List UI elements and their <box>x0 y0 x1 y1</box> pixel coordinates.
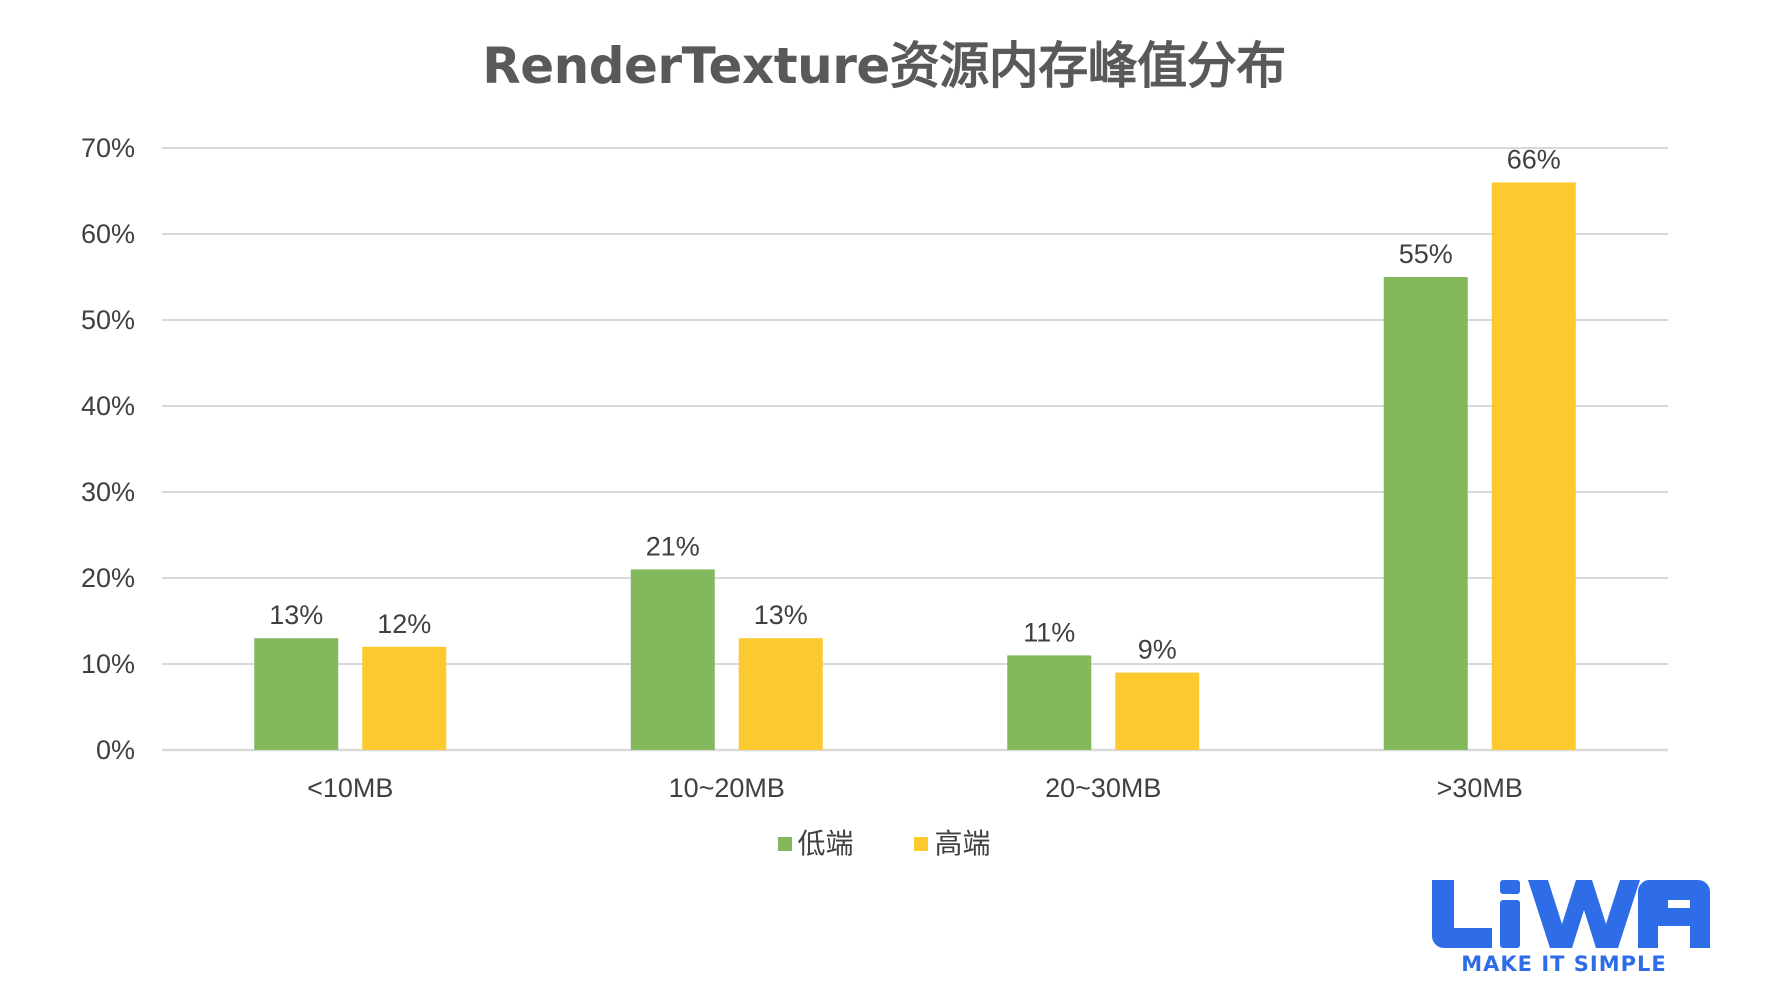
y-tick-label: 20% <box>81 563 135 593</box>
chart-title: RenderTexture资源内存峰值分布 <box>482 37 1286 95</box>
y-tick-label: 40% <box>81 391 135 421</box>
legend-label-low: 低端 <box>797 827 854 860</box>
bar-high <box>1491 182 1576 750</box>
x-tick-label: >30MB <box>1437 773 1523 803</box>
bar-low <box>1383 277 1468 750</box>
bar-high <box>362 646 447 750</box>
y-tick-label: 60% <box>81 219 135 249</box>
legend-item-low: 低端 <box>777 822 854 862</box>
data-label: 13% <box>269 600 323 630</box>
data-label: 11% <box>1023 617 1075 647</box>
y-tick-label: 0% <box>96 735 135 765</box>
data-label: 21% <box>646 531 700 561</box>
y-tick-label: 10% <box>81 649 135 679</box>
legend-item-high: 高端 <box>914 822 990 862</box>
legend-label-high: 高端 <box>934 827 991 860</box>
legend-swatch-high <box>914 837 929 851</box>
y-tick-label: 50% <box>81 305 135 335</box>
legend-swatch-low <box>777 837 792 851</box>
chart-legend: 低端 高端 <box>0 822 1768 862</box>
liwa-logo <box>1432 880 1710 948</box>
data-label: 66% <box>1507 144 1561 174</box>
x-tick-label: <10MB <box>307 773 393 803</box>
x-tick-label: 20~30MB <box>1045 773 1161 803</box>
bar-low <box>630 569 715 750</box>
data-label: 9% <box>1138 635 1177 665</box>
bar-high <box>1115 672 1200 750</box>
x-tick-label: 10~20MB <box>669 773 785 803</box>
data-label: 12% <box>377 609 431 639</box>
data-label: 55% <box>1399 239 1453 269</box>
bar-low <box>254 638 339 750</box>
bar-high <box>738 638 823 750</box>
y-tick-label: 30% <box>81 477 135 507</box>
y-tick-label: 70% <box>81 133 135 163</box>
data-label: 13% <box>754 600 808 630</box>
bar-low <box>1007 655 1092 750</box>
logo-tagline: MAKE IT SIMPLE <box>1461 952 1667 976</box>
